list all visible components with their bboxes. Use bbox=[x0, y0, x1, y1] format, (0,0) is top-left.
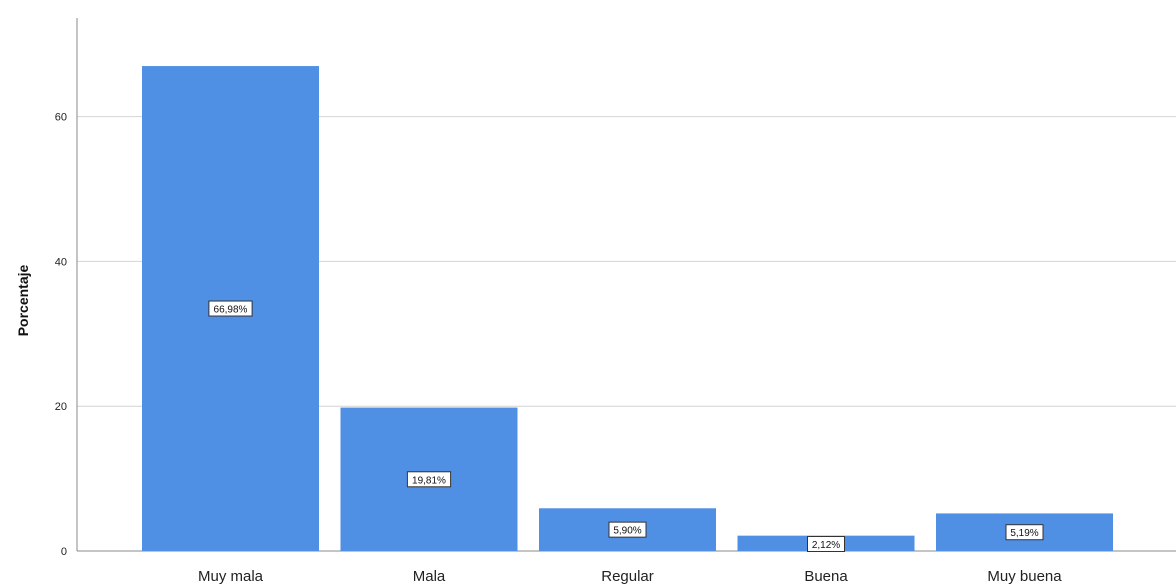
data-labels: 66,98% 19,81% 5,90% 2,12% 5,19% bbox=[208, 300, 1044, 552]
data-label-box bbox=[807, 536, 845, 552]
y-tick-labels: 0 20 40 60 bbox=[55, 112, 67, 558]
x-category-label: Regular bbox=[601, 568, 654, 585]
data-label-box bbox=[608, 521, 647, 538]
data-label-text: 5,19% bbox=[1010, 528, 1038, 539]
data-label-text: 5,90% bbox=[613, 526, 641, 537]
y-tick-label: 60 bbox=[55, 112, 67, 124]
data-label-box bbox=[1005, 524, 1044, 541]
x-category-labels: Muy mala Mala Regular Buena Muy buena bbox=[198, 568, 1062, 585]
x-category-label: Muy mala bbox=[198, 568, 264, 585]
y-axis-title: Porcentaje bbox=[15, 264, 31, 336]
data-label-text: 19,81% bbox=[412, 475, 446, 486]
data-label: 5,19% bbox=[1005, 524, 1044, 541]
data-label-text: 2,12% bbox=[812, 540, 840, 551]
data-label: 5,90% bbox=[608, 521, 647, 538]
x-category-label: Muy buena bbox=[987, 568, 1062, 585]
data-label-box bbox=[208, 300, 253, 317]
data-label: 2,12% bbox=[807, 536, 845, 552]
data-label-text: 66,98% bbox=[214, 305, 248, 316]
data-label: 66,98% bbox=[208, 300, 253, 317]
data-label-box bbox=[406, 471, 452, 488]
x-category-label: Buena bbox=[804, 568, 848, 585]
y-tick-label: 20 bbox=[55, 401, 67, 413]
data-label: 19,81% bbox=[406, 471, 452, 488]
bars bbox=[142, 66, 1113, 552]
y-tick-label: 40 bbox=[55, 256, 67, 268]
x-category-label: Mala bbox=[413, 568, 446, 585]
y-tick-label: 0 bbox=[61, 546, 67, 558]
